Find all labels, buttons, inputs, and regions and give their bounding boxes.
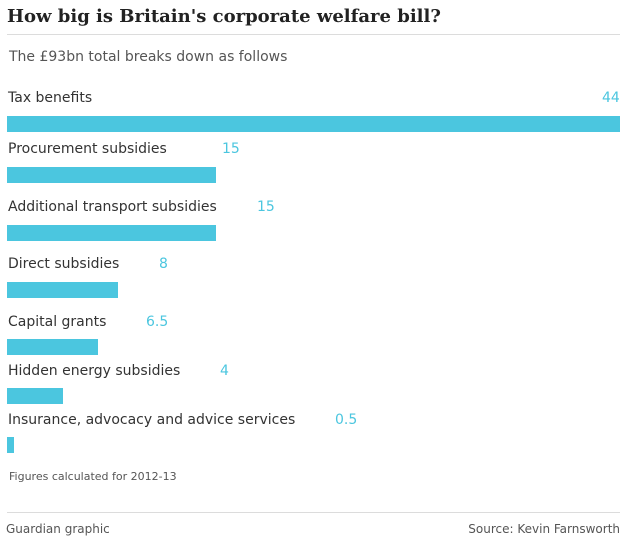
- bar-value-label: 15: [222, 141, 240, 157]
- bar-value-label: 15: [257, 199, 275, 215]
- bar-value-label: 8: [159, 256, 168, 272]
- bar: [7, 388, 63, 404]
- bar: [7, 167, 216, 183]
- bar-label: Additional transport subsidies: [8, 199, 217, 215]
- bar-label: Procurement subsidies: [8, 141, 167, 157]
- chart-title: How big is Britain's corporate welfare b…: [7, 6, 441, 27]
- footer-divider: [7, 512, 620, 513]
- bar-label: Tax benefits: [8, 90, 93, 106]
- bar-value-label: 4: [220, 363, 229, 379]
- bar: [7, 116, 620, 132]
- bar-value-label: 44: [602, 90, 620, 106]
- credit-text: Guardian graphic: [6, 522, 110, 536]
- bar: [7, 225, 216, 241]
- bar-value-label: 6.5: [146, 314, 169, 330]
- bar-value-label: 0.5: [335, 412, 358, 428]
- bar-label: Hidden energy subsidies: [8, 363, 181, 379]
- bar-label: Insurance, advocacy and advice services: [8, 412, 296, 428]
- source-text: Source: Kevin Farnsworth: [468, 522, 620, 536]
- bar: [7, 282, 118, 298]
- title-divider: [7, 34, 620, 35]
- bar: [7, 437, 14, 453]
- bar-label: Capital grants: [8, 314, 107, 330]
- bar: [7, 339, 98, 355]
- figures-note: Figures calculated for 2012-13: [9, 470, 177, 483]
- chart-subtitle: The £93bn total breaks down as follows: [9, 49, 288, 65]
- bar-label: Direct subsidies: [8, 256, 120, 272]
